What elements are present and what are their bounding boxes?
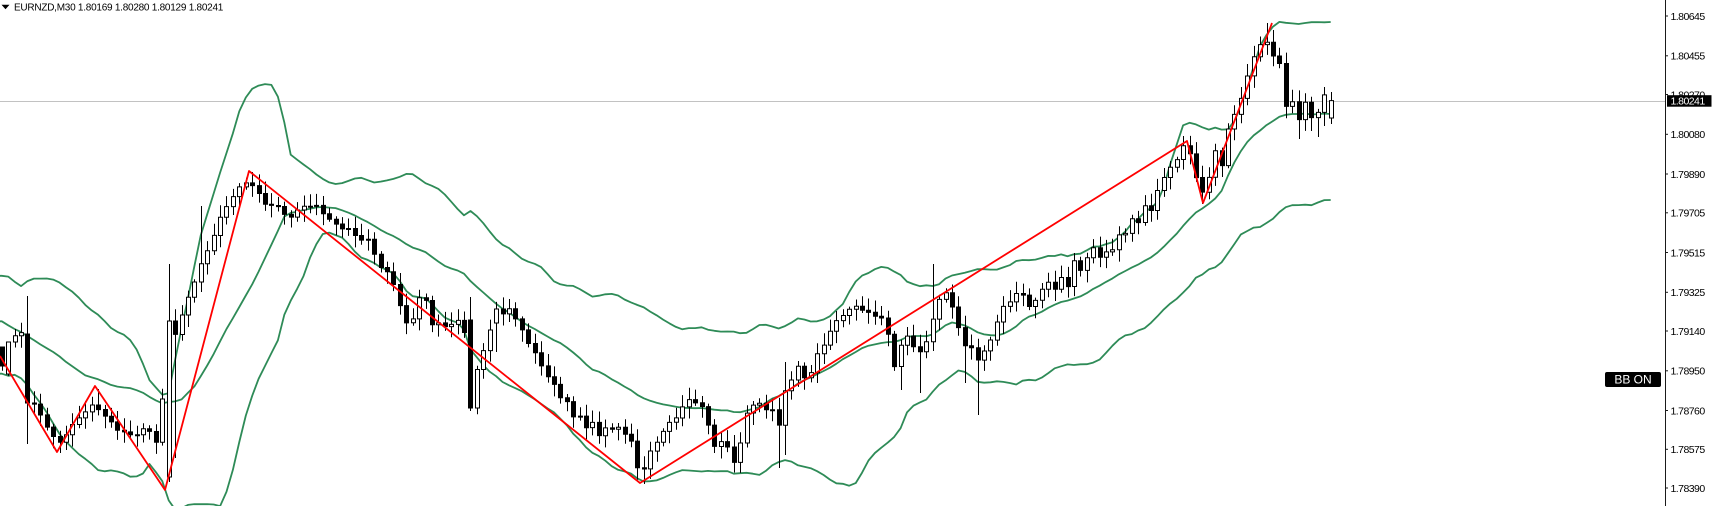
svg-text:1.79515: 1.79515 [1671,247,1706,259]
svg-text:1.80455: 1.80455 [1671,51,1706,63]
svg-text:1.78390: 1.78390 [1671,483,1706,495]
svg-text:1.78760: 1.78760 [1671,405,1706,417]
svg-text:1.78950: 1.78950 [1671,366,1706,378]
svg-text:1.80241: 1.80241 [1671,96,1706,108]
svg-text:1.79705: 1.79705 [1671,208,1706,220]
svg-text:1.79325: 1.79325 [1671,287,1706,299]
svg-text:BB ON: BB ON [1614,373,1651,387]
svg-text:1.80645: 1.80645 [1671,11,1706,23]
svg-text:1.79890: 1.79890 [1671,169,1706,181]
svg-text:1.80080: 1.80080 [1671,129,1706,141]
svg-text:1.79140: 1.79140 [1671,326,1706,338]
svg-text:EURNZD,M30 1.80169 1.80280 1.: EURNZD,M30 1.80169 1.80280 1.80129 1.802… [14,2,224,13]
svg-text:1.78575: 1.78575 [1671,444,1706,456]
